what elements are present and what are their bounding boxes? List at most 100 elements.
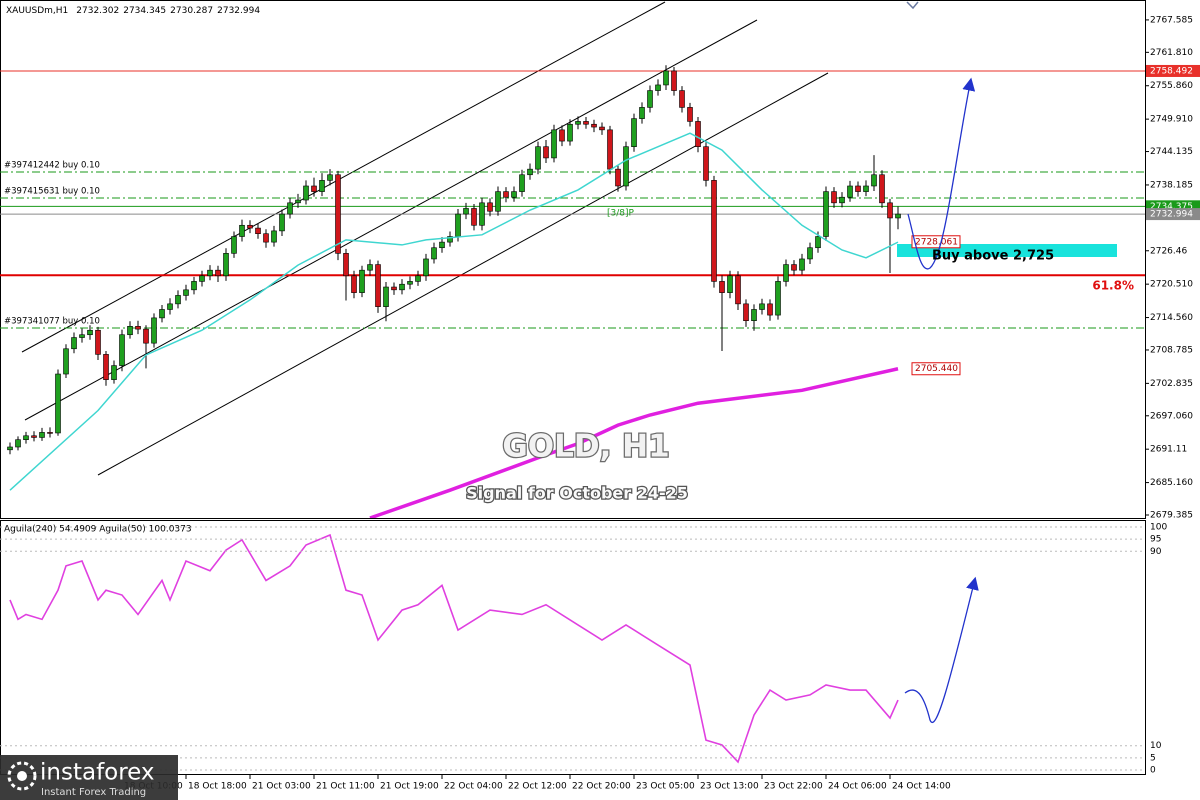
candle-body (815, 236, 821, 249)
indicator-title: Aguila(240) 54.4909 Aguila(50) 100.0373 (4, 525, 192, 535)
candle-body (295, 199, 301, 204)
price-label: 2758.492 (1150, 66, 1193, 76)
candle-body (807, 247, 813, 260)
candle-body (215, 269, 221, 277)
candle-body (591, 123, 597, 128)
candle-body (71, 337, 77, 350)
y-tick-label: 2767.585 (1150, 15, 1193, 25)
main-pane-frame (0, 0, 1146, 519)
y-tick-label: 2679.385 (1150, 510, 1193, 520)
candle-body (535, 146, 541, 170)
watermark-brand: instaforex (40, 760, 155, 786)
chart-subtitle: Signal for October 24-25 (466, 484, 688, 503)
candle-body (503, 191, 509, 198)
candle-body (775, 281, 781, 316)
x-tick-label: 22 Oct 04:00 (444, 782, 503, 792)
y-tick-label: 2702.835 (1150, 379, 1193, 389)
candle-body (607, 129, 613, 170)
candle-body (511, 191, 517, 198)
candle-body (631, 118, 637, 147)
candle-body (479, 202, 485, 226)
candle-body (359, 269, 365, 293)
candle-body (255, 227, 261, 234)
order-label: #397412442 buy 0.10 (4, 160, 100, 170)
candle-body (583, 121, 589, 125)
candle-body (679, 90, 685, 108)
candle-body (263, 233, 269, 243)
candle-body (191, 281, 197, 291)
watermark-icon (17, 771, 27, 781)
indicator-tick-label: 90 (1150, 547, 1162, 557)
candle-body (279, 213, 285, 232)
candle-body (551, 129, 557, 159)
scroll-marker (906, 1, 919, 10)
candle-body (671, 70, 677, 91)
candle-body (783, 264, 789, 282)
x-tick-label: 22 Oct 20:00 (572, 782, 631, 792)
candle-body (887, 202, 893, 219)
candle-body (31, 435, 37, 438)
candle-body (127, 326, 133, 336)
x-tick-label: 21 Oct 19:00 (380, 782, 439, 792)
candle-body (383, 286, 389, 307)
candle-body (495, 191, 501, 212)
y-tick-label: 2720.510 (1150, 280, 1193, 290)
ma-line (9, 132, 899, 491)
candle-body (695, 121, 701, 147)
candle-body (647, 90, 653, 108)
candle-body (239, 224, 245, 237)
candle-body (143, 328, 149, 344)
x-tick-label: 23 Oct 13:00 (700, 782, 759, 792)
y-tick-label: 2708.785 (1150, 345, 1193, 355)
candle-body (839, 196, 845, 204)
watermark-box (0, 755, 178, 800)
candle-body (639, 107, 645, 119)
y-tick-label: 2738.185 (1150, 180, 1193, 190)
channel-line (97, 72, 829, 476)
x-tick-label: 24 Oct 14:00 (892, 782, 951, 792)
price-label-box (1146, 64, 1200, 77)
candle-body (863, 185, 869, 192)
candle-body (831, 191, 837, 204)
y-tick-label: 2685.160 (1150, 478, 1193, 488)
candle-body (55, 373, 61, 434)
candle-body (391, 286, 397, 291)
candle-body (223, 253, 229, 277)
candle-body (271, 230, 277, 243)
candle-body (527, 168, 533, 176)
candle-body (407, 281, 413, 285)
candle-body (87, 329, 93, 336)
candle-body (367, 264, 373, 271)
candle-body (159, 309, 165, 319)
channel-lines (21, 1, 829, 476)
candle-body (735, 275, 741, 305)
forecast-arrow (907, 77, 976, 270)
y-tick-label: 2697.060 (1150, 411, 1193, 421)
candle-body (823, 191, 829, 237)
candle-body (47, 432, 53, 434)
candle-body (175, 295, 181, 305)
y-tick-label: 2744.135 (1150, 147, 1193, 157)
x-tick-label: 24 Oct 06:00 (828, 782, 887, 792)
candle-body (335, 174, 341, 254)
x-tick-label: 23 Oct 22:00 (764, 782, 823, 792)
order-label: #397341077 buy 0.10 (4, 316, 100, 326)
indicator-tick-label: 95 (1150, 535, 1161, 545)
candle-body (183, 289, 189, 296)
indicator (9, 533, 899, 764)
candle-body (871, 174, 877, 187)
candle-body (471, 208, 477, 226)
candle-body (703, 146, 709, 181)
candle-body (751, 309, 757, 322)
order-label: #397415631 buy 0.10 (4, 187, 100, 197)
watermark-icon (7, 761, 37, 791)
candle-body (791, 264, 797, 271)
ma-line (369, 367, 899, 518)
candle-body (207, 269, 213, 277)
candle-body (319, 180, 325, 192)
candle-body (487, 202, 493, 212)
candle-body (655, 84, 661, 91)
price-label-box (1146, 208, 1200, 221)
candle-body (743, 303, 749, 322)
